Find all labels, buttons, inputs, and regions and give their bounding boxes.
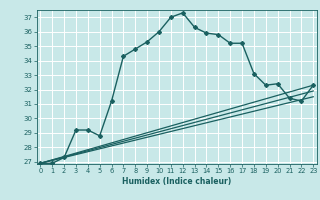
X-axis label: Humidex (Indice chaleur): Humidex (Indice chaleur) bbox=[122, 177, 231, 186]
